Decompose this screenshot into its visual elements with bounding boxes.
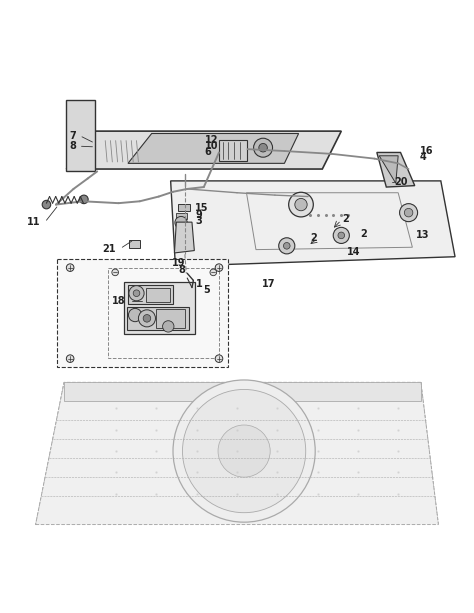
Text: 12: 12 — [205, 135, 218, 145]
Circle shape — [173, 380, 315, 522]
Polygon shape — [379, 156, 398, 183]
Text: 19: 19 — [172, 258, 185, 268]
Circle shape — [404, 208, 413, 217]
Text: 13: 13 — [416, 230, 429, 240]
Polygon shape — [377, 153, 415, 187]
Bar — [178, 204, 190, 211]
Text: 8: 8 — [69, 141, 76, 151]
Bar — [219, 140, 247, 161]
Circle shape — [279, 238, 295, 254]
Circle shape — [295, 199, 307, 211]
Circle shape — [66, 355, 74, 362]
Circle shape — [400, 204, 418, 222]
Bar — [124, 282, 195, 334]
Polygon shape — [128, 134, 299, 163]
Circle shape — [283, 243, 290, 249]
Polygon shape — [64, 383, 421, 402]
Circle shape — [133, 290, 140, 297]
Text: 10: 10 — [205, 141, 218, 151]
Bar — [127, 306, 189, 330]
Text: 16: 16 — [419, 146, 433, 156]
Text: 8: 8 — [178, 265, 185, 275]
Text: 14: 14 — [347, 248, 360, 257]
Circle shape — [175, 216, 187, 229]
Circle shape — [80, 195, 88, 204]
Text: 2: 2 — [360, 229, 367, 238]
Text: 2: 2 — [310, 233, 317, 243]
Circle shape — [215, 264, 223, 272]
Circle shape — [210, 269, 217, 276]
Polygon shape — [57, 259, 228, 367]
Bar — [146, 287, 170, 302]
Polygon shape — [174, 222, 194, 253]
Text: 9: 9 — [195, 210, 202, 219]
Bar — [128, 285, 173, 304]
Circle shape — [218, 425, 270, 477]
Circle shape — [182, 389, 306, 512]
Text: 3: 3 — [195, 216, 202, 226]
Text: 7: 7 — [69, 131, 76, 141]
Polygon shape — [36, 383, 438, 525]
Polygon shape — [171, 181, 455, 266]
Text: 15: 15 — [195, 203, 209, 213]
Text: 2: 2 — [342, 215, 349, 224]
Circle shape — [333, 227, 349, 243]
Text: 18: 18 — [112, 296, 126, 306]
Bar — [176, 213, 187, 219]
Circle shape — [259, 143, 267, 152]
Polygon shape — [66, 101, 95, 172]
Text: 4: 4 — [419, 152, 426, 162]
Bar — [129, 240, 140, 248]
Circle shape — [66, 264, 74, 272]
Text: 20: 20 — [394, 177, 408, 187]
Circle shape — [289, 192, 313, 217]
Polygon shape — [66, 131, 341, 169]
Text: 17: 17 — [262, 279, 275, 289]
Circle shape — [42, 200, 51, 209]
Circle shape — [138, 310, 155, 327]
Circle shape — [112, 269, 118, 276]
Circle shape — [215, 355, 223, 362]
Circle shape — [338, 232, 345, 238]
Circle shape — [128, 308, 142, 322]
Circle shape — [254, 138, 273, 157]
Text: 21: 21 — [103, 244, 116, 254]
Text: 11: 11 — [27, 217, 40, 227]
Circle shape — [143, 314, 151, 322]
Text: 5: 5 — [203, 286, 210, 295]
Bar — [156, 309, 185, 328]
Text: 1: 1 — [196, 280, 202, 289]
Text: 6: 6 — [205, 148, 211, 158]
Circle shape — [163, 321, 174, 332]
Circle shape — [129, 286, 144, 301]
